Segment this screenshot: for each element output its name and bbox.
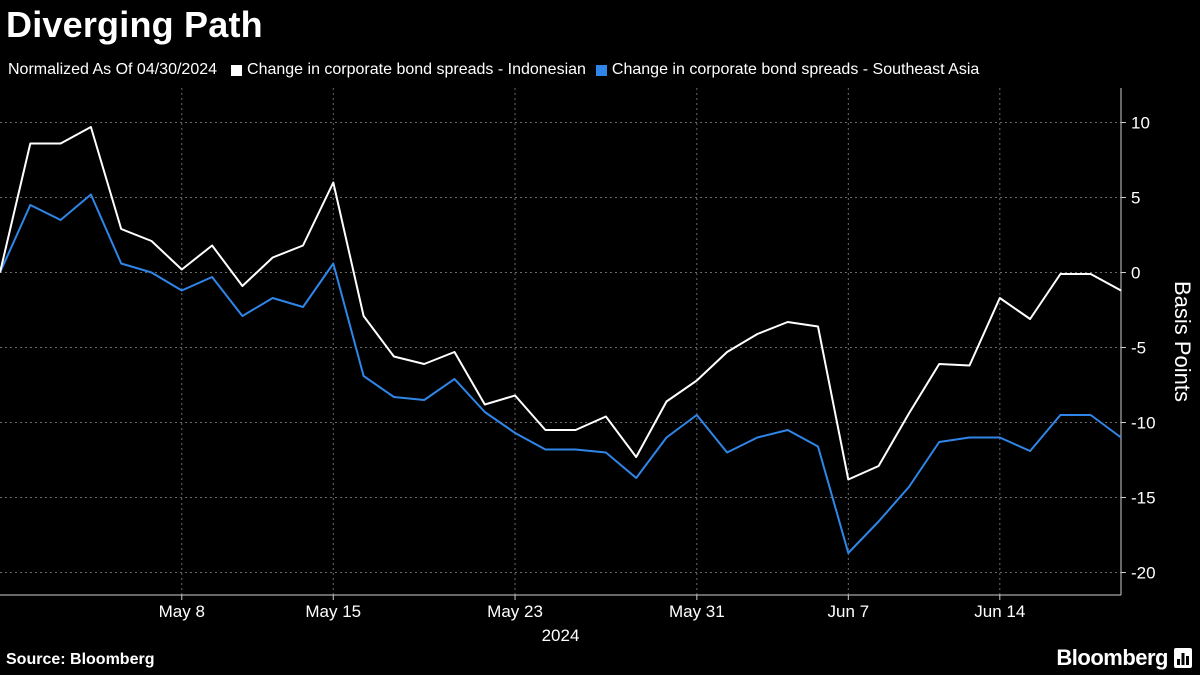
- y-tick-label: -5: [1131, 339, 1146, 358]
- y-tick-label: 10: [1131, 114, 1150, 133]
- legend: Normalized As Of 04/30/2024 Change in co…: [8, 61, 989, 79]
- y-tick-label: -15: [1131, 489, 1156, 508]
- bloomberg-chart-icon: [1174, 648, 1192, 668]
- brand-name: Bloomberg: [1056, 645, 1168, 670]
- x-year-label: 2024: [542, 626, 580, 645]
- series-line-indonesian: [0, 126, 1122, 481]
- normalization-note: Normalized As Of 04/30/2024: [8, 61, 218, 78]
- legend-item-southeast-asia: Change in corporate bond spreads - South…: [595, 61, 980, 79]
- legend-swatch-indonesian: [231, 64, 243, 76]
- y-tick-label: -20: [1131, 564, 1156, 583]
- legend-label-indonesian: Change in corporate bond spreads - Indon…: [247, 61, 586, 78]
- x-tick-label: Jun 14: [974, 602, 1025, 621]
- y-tick-label: 0: [1131, 264, 1140, 283]
- x-tick-label: May 23: [487, 602, 543, 621]
- chart-title: Diverging Path: [6, 4, 263, 45]
- legend-item-indonesian: Change in corporate bond spreads - Indon…: [231, 61, 586, 79]
- x-tick-label: May 8: [159, 602, 205, 621]
- x-tick-label: May 31: [669, 602, 725, 621]
- y-tick-label: 5: [1131, 189, 1140, 208]
- x-tick-label: May 15: [305, 602, 361, 621]
- legend-label-southeast-asia: Change in corporate bond spreads - South…: [611, 61, 980, 78]
- x-tick-label: Jun 7: [828, 602, 870, 621]
- brand-logo: Bloomberg: [1056, 645, 1192, 671]
- legend-swatch-southeast-asia: [595, 64, 607, 76]
- y-tick-label: -10: [1131, 414, 1156, 433]
- y-axis-label: Basis Points: [1170, 281, 1195, 402]
- series-line-southeast-asia: [0, 193, 1122, 554]
- source-note: Source: Bloomberg: [6, 651, 155, 668]
